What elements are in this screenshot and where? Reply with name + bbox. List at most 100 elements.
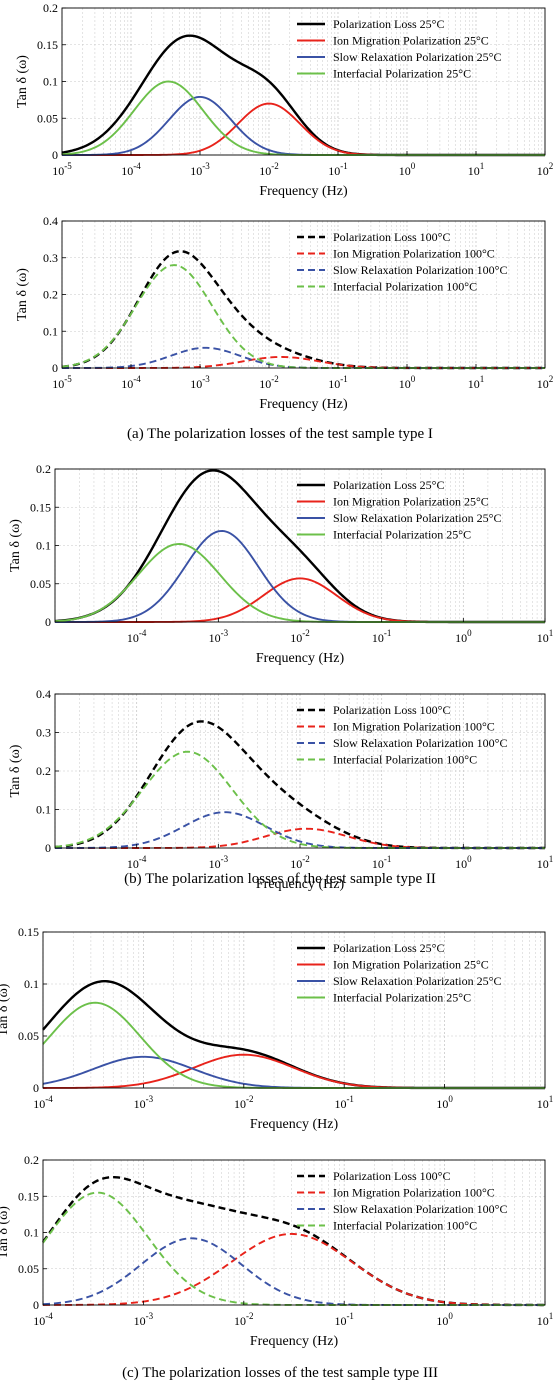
tick-label: 0 (45, 615, 51, 629)
y-axis-label: Tan δ (ω) (15, 55, 30, 108)
tick-label: 101 (468, 161, 485, 178)
legend-entry: Polarization Loss 25°C (333, 941, 444, 955)
series-line (42, 1237, 545, 1306)
chart-a-lower: 10-5 10-4 10-3 10-2 10-1 100 101 10200.10.20.30… (15, 214, 553, 412)
series-line (54, 750, 545, 849)
tick-label: 10-4 (127, 854, 147, 871)
tick-label: 0.15 (18, 925, 39, 939)
tick-label: 0.1 (43, 324, 58, 338)
tick-label: 0.15 (37, 38, 58, 52)
tick-label: 0 (33, 1298, 39, 1312)
tick-label: 0.2 (36, 764, 51, 778)
tick-label: 101 (537, 854, 554, 871)
tick-label: 10-3 (209, 854, 229, 871)
tick-label: 0.4 (43, 214, 58, 228)
tick-label: 100 (399, 161, 416, 178)
tick-label: 100 (455, 854, 472, 871)
x-ticks: 10-4 10-3 10-2 10-1 100 101 (127, 618, 553, 645)
grid (61, 7, 545, 156)
grid (61, 220, 545, 369)
legend-entry: Slow Relaxation Polarization 25°C (333, 511, 501, 525)
legend: Polarization Loss 100°C Ion Migration Pol… (297, 1169, 507, 1233)
y-ticks: 0 0.05 0.1 0.15 0.2 (18, 1153, 47, 1312)
tick-label: 102 (537, 161, 554, 178)
caption-b: (b) The polarization losses of the test … (124, 871, 436, 887)
legend-entry: Ion Migration Polarization 100°C (333, 720, 495, 734)
tick-label: 10-1 (372, 854, 392, 871)
legend-entry: Ion Migration Polarization 25°C (333, 495, 489, 509)
y-axis-label: Tan δ (ω) (8, 744, 23, 797)
x-axis-label: Frequency (Hz) (256, 651, 345, 666)
legend-entry: Ion Migration Polarization 100°C (333, 247, 495, 261)
tick-label: 0.2 (43, 288, 58, 302)
tick-label: 10-2 (290, 854, 310, 871)
tick-label: 0.15 (30, 500, 51, 514)
tick-label: 100 (436, 1311, 453, 1328)
legend-entry: Polarization Loss 100°C (333, 230, 450, 244)
grid (54, 693, 545, 849)
legend: Polarization Loss 100°C Ion Migration Pol… (297, 230, 507, 294)
x-ticks: 10-5 10-4 10-3 10-2 10-1 100 101 102 (52, 151, 553, 178)
y-ticks: 0 0.05 0.1 0.15 (18, 925, 47, 1095)
grid (42, 931, 545, 1089)
tick-label: 0 (52, 361, 58, 375)
y-axis-label: Tan δ (ω) (15, 268, 30, 321)
tick-label: 10-4 (121, 374, 141, 391)
chart-c-upper: 10-4 10-3 10-2 10-1 100 101 0 0.05 0.1 0.15 Freque… (0, 925, 553, 1132)
grid (42, 1159, 545, 1306)
tick-label: 102 (537, 374, 554, 391)
y-axis-label: Tan δ (ω) (0, 1206, 11, 1259)
tick-label: 0.05 (30, 577, 51, 591)
tick-label: 10-2 (290, 628, 310, 645)
legend-entry: Interfacial Polarization 100°C (333, 753, 477, 767)
legend-entry: Polarization Loss 25°C (333, 478, 444, 492)
legend-entry: Interfacial Polarization 25°C (333, 528, 471, 542)
series-line (55, 530, 545, 623)
tick-label: 0.3 (36, 726, 51, 740)
y-axis-label: Tan δ (ω) (0, 983, 11, 1036)
legend-entry: Slow Relaxation Polarization 25°C (333, 50, 501, 64)
legend-entry: Polarization Loss 100°C (333, 703, 450, 717)
chart-c-lower: 10-4 10-3 10-2 10-1 100 101 0 0.05 0.1 0.15 0.2 Fre… (0, 1153, 553, 1349)
legend: Polarization Loss 25°C Ion Migration Pola… (297, 17, 501, 81)
tick-label: 10-2 (259, 374, 279, 391)
tick-label: 0.05 (37, 111, 58, 125)
legend-entry: Interfacial Polarization 25°C (333, 67, 471, 81)
y-ticks: 0 0.1 0.2 0.3 0.4 (36, 687, 59, 855)
series-line (42, 1232, 545, 1306)
tick-label: 10-1 (328, 161, 348, 178)
tick-label: 10-3 (134, 1311, 154, 1328)
y-ticks: 0 0.05 0.1 0.15 0.2 (37, 1, 66, 162)
legend-entry: Ion Migration Polarization 25°C (333, 958, 489, 972)
y-ticks: 0 0.05 0.1 0.15 0.2 (30, 462, 59, 629)
tick-label: 10-2 (234, 1311, 254, 1328)
tick-label: 10-4 (33, 1311, 53, 1328)
tick-label: 10-1 (334, 1094, 354, 1111)
plot-frame (42, 931, 546, 1089)
tick-label: 0.2 (43, 1, 58, 15)
tick-label: 10-2 (234, 1094, 254, 1111)
legend: Polarization Loss 25°C Ion Migration Pola… (297, 941, 501, 1005)
tick-label: 10-5 (52, 161, 72, 178)
tick-label: 10-3 (190, 161, 210, 178)
tick-label: 0 (45, 841, 51, 855)
chart-a-upper: 10-5 10-4 10-3 10-2 10-1 100 101 102 0 0.05 0.1 0.1… (15, 1, 553, 199)
chart-b-lower: 10-4 10-3 10-2 10-1 100 101 0 0.1 0.2 0.3 0.4 Frequ… (8, 687, 553, 892)
legend-entry: Ion Migration Polarization 100°C (333, 1186, 495, 1200)
tick-label: 0.1 (36, 803, 51, 817)
tick-label: 10-1 (334, 1311, 354, 1328)
tick-label: 101 (537, 1094, 554, 1111)
tick-label: 10-4 (33, 1094, 53, 1111)
legend-entry: Slow Relaxation Polarization 25°C (333, 974, 501, 988)
tick-label: 10-5 (52, 374, 72, 391)
tick-label: 10-4 (127, 628, 147, 645)
legend-entry: Ion Migration Polarization 25°C (333, 34, 489, 48)
legend: Polarization Loss 100°C Ion Migration Pol… (297, 703, 507, 767)
grid (54, 468, 545, 623)
tick-label: 10-1 (328, 374, 348, 391)
y-axis-label: Tan δ (ω) (8, 519, 23, 572)
x-ticks: 10-5 10-4 10-3 10-2 10-1 100 101 102 (52, 364, 553, 391)
tick-label: 0.1 (24, 977, 39, 991)
tick-label: 0 (33, 1081, 39, 1095)
tick-label: 101 (537, 628, 554, 645)
